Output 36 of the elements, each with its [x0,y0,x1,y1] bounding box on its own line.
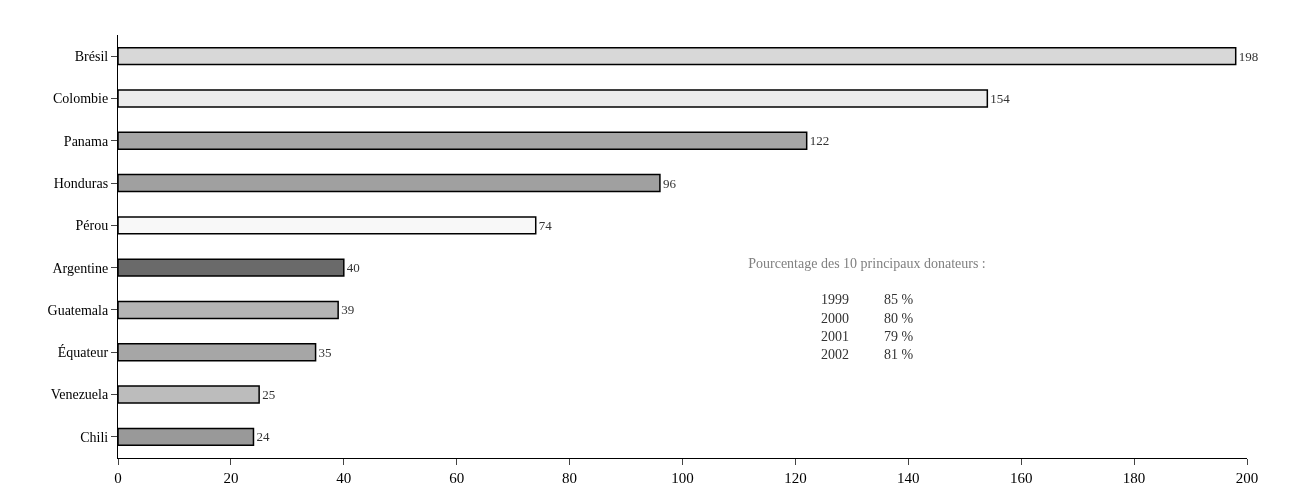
data-label: 154 [990,90,1011,106]
data-label: 39 [341,302,355,318]
y-tick-label: Équateur [57,344,109,361]
x-tick-label: 140 [897,470,920,486]
data-label: 35 [318,344,332,360]
y-tick-label: Chili [80,429,109,445]
x-tick-label: 120 [784,470,807,486]
x-tick-label: 0 [114,470,122,486]
x-tick-label: 200 [1235,470,1259,486]
y-tick-label: Venezuela [50,387,109,403]
data-label: 122 [809,133,830,149]
y-tick-label: Pérou [75,218,109,234]
x-tick-label: 20 [223,470,239,486]
data-label: 40 [346,260,360,276]
x-tick-label: 40 [336,470,352,486]
y-tick-label: Argentine [52,260,109,276]
y-tick-label: Panama [63,133,109,149]
data-label: 25 [262,387,276,403]
x-tick-label: 60 [449,470,465,486]
y-tick-label: Brésil [74,49,109,65]
x-tick-label: 100 [671,470,694,486]
annotation: 2002 81 % [820,347,914,362]
data-label: 96 [662,175,677,191]
x-tick-label: 180 [1122,470,1146,486]
data-label: 198 [1238,48,1259,64]
x-tick-label: 80 [562,470,578,486]
data-label: 74 [538,217,553,233]
x-tick-label: 160 [1009,470,1033,486]
y-tick-label: Colombie [52,91,109,107]
annotation: 2000 80 % [820,310,914,326]
annotation: 1999 85 % [820,292,914,308]
y-tick-label: Guatemala [47,302,109,318]
annotation: Pourcentage des 10 principaux donateurs : [748,256,986,271]
annotation: 2001 79 % [820,328,914,344]
y-tick-label: Honduras [53,175,109,191]
data-label: 24 [256,429,270,445]
